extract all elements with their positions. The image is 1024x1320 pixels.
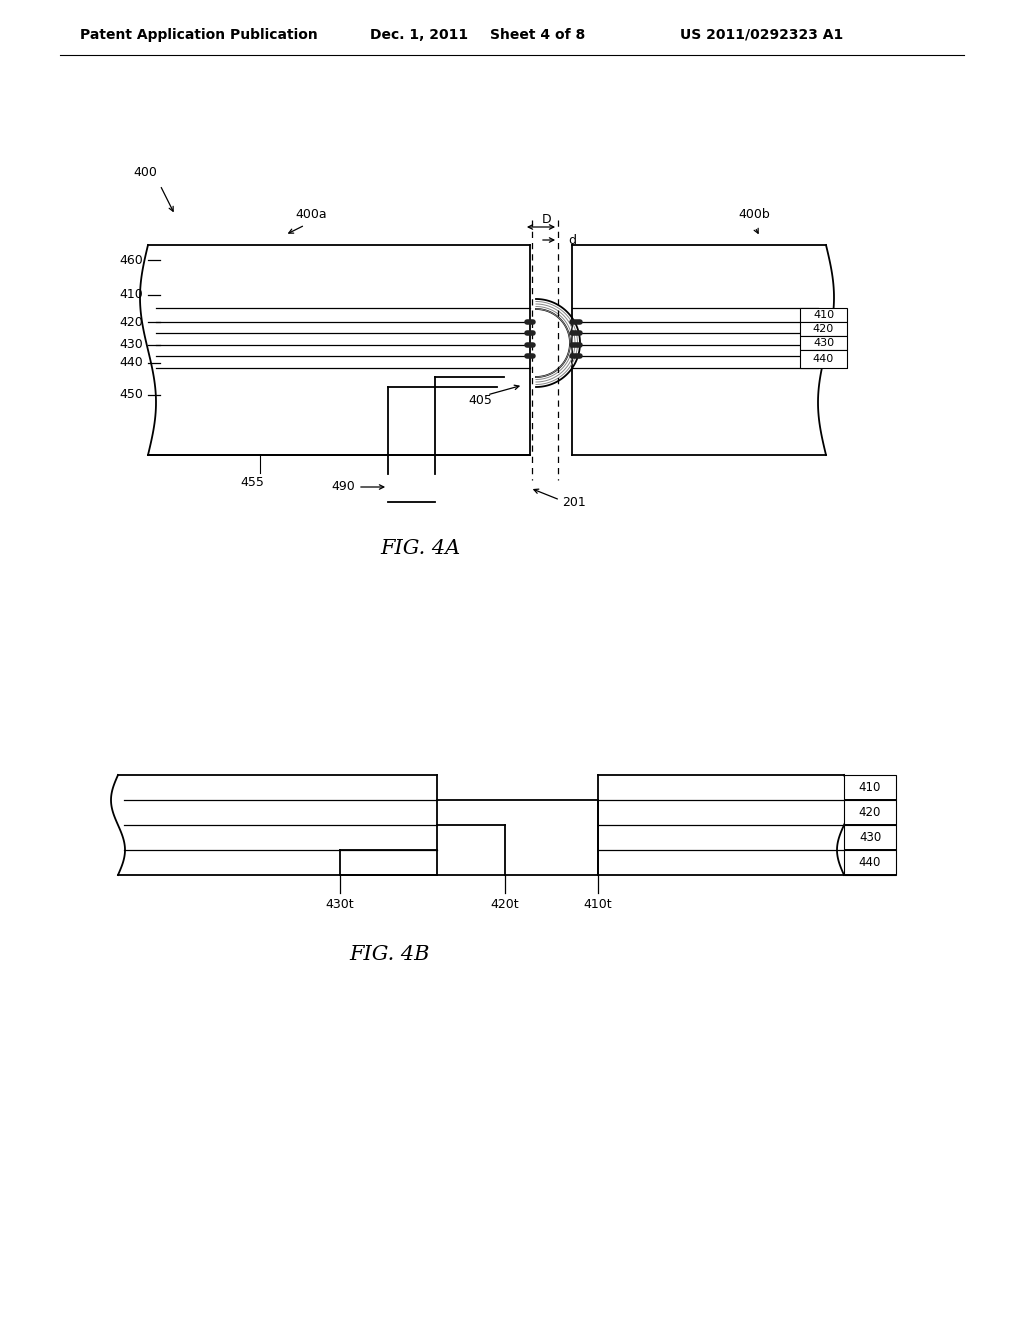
Text: 400: 400	[133, 165, 157, 178]
Bar	[800, 308, 847, 322]
Text: Sheet 4 of 8: Sheet 4 of 8	[490, 28, 586, 42]
Text: 430: 430	[813, 338, 835, 348]
Bar	[800, 337, 847, 350]
Text: FIG. 4B: FIG. 4B	[350, 945, 430, 965]
Text: 440: 440	[119, 356, 143, 370]
Text: 420: 420	[119, 315, 143, 329]
Text: Dec. 1, 2011: Dec. 1, 2011	[370, 28, 468, 42]
Text: 460: 460	[119, 253, 143, 267]
Bar	[844, 850, 896, 875]
Text: D: D	[542, 213, 552, 226]
Text: 201: 201	[562, 495, 586, 508]
Text: 410t: 410t	[584, 899, 612, 912]
Text: US 2011/0292323 A1: US 2011/0292323 A1	[680, 28, 843, 42]
Text: 400b: 400b	[738, 209, 770, 222]
Text: 490: 490	[331, 480, 355, 494]
Text: 405: 405	[468, 393, 492, 407]
Text: 455: 455	[240, 477, 264, 490]
Text: 410: 410	[859, 781, 882, 795]
Text: 410: 410	[119, 289, 143, 301]
Text: 420t: 420t	[490, 899, 519, 912]
Text: 420: 420	[859, 807, 882, 818]
Text: 440: 440	[813, 354, 835, 364]
Text: 400a: 400a	[295, 209, 327, 222]
Text: 440: 440	[859, 855, 882, 869]
Text: 430: 430	[119, 338, 143, 351]
Text: 450: 450	[119, 388, 143, 401]
Bar	[844, 800, 896, 825]
Text: Patent Application Publication: Patent Application Publication	[80, 28, 317, 42]
Bar	[800, 350, 847, 368]
Text: d: d	[568, 234, 575, 247]
Text: 420: 420	[813, 323, 835, 334]
Bar	[800, 322, 847, 337]
Text: FIG. 4A: FIG. 4A	[380, 539, 460, 557]
Text: 430t: 430t	[326, 899, 354, 912]
Bar	[844, 775, 896, 800]
Text: 410: 410	[813, 310, 835, 319]
Text: 430: 430	[859, 832, 881, 843]
Bar	[844, 825, 896, 850]
